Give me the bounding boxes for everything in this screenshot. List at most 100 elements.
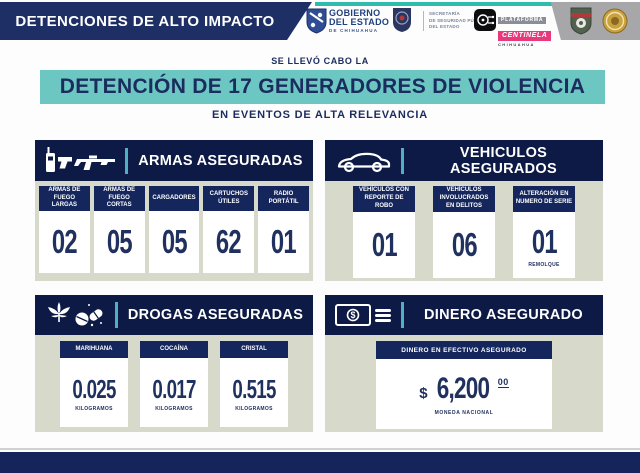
dinero-stat-card: $6,200 00 MONEDA NACIONAL [376, 359, 552, 429]
stat-card: 62 [203, 211, 255, 273]
stat-value: 06 [451, 226, 478, 263]
stat-value: 01 [371, 226, 398, 263]
stat-label: CARTUCHOS ÚTILES [203, 186, 255, 211]
hero-subtitle: EN EVENTOS DE ALTA RELEVANCIA [212, 109, 428, 121]
stat-sublabel: KILOGRAMOS [235, 405, 273, 412]
stat-value: 05 [161, 223, 187, 260]
stat-marihuana: MARIHUANA 0.025 KILOGRAMOS [60, 341, 128, 427]
amount-cents: 00 [497, 377, 509, 388]
stat-label: CARGADORES [148, 186, 200, 211]
stat-sublabel: KILOGRAMOS [75, 405, 113, 412]
stat-armas-largas: ARMAS DE FUEGO LARGAS 02 [39, 186, 90, 273]
stat-label: ALTERACIÓN EN NUMERO DE SERIE [513, 186, 575, 212]
stat-label: MARIHUANA [60, 341, 128, 358]
portable-radio-icon [46, 146, 55, 172]
header-divider [401, 302, 404, 328]
stat-card: 0.515 KILOGRAMOS [220, 358, 288, 427]
secretaria-line2: DE SEGURIDAD PÚBLICA [429, 17, 489, 23]
dinero-stat-label: DINERO EN EFECTIVO ASEGURADO [376, 341, 552, 359]
stat-card: 01 REMOLQUE [513, 212, 575, 278]
drogas-panel: DROGAS ASEGURADAS MARIHUANA 0.025 KILOGR… [35, 295, 313, 432]
stat-card: 01 [353, 212, 415, 278]
gobierno-logo-text: GOBIERNO DEL ESTADO DE CHIHUAHUA [329, 9, 389, 34]
dinero-stat: DINERO EN EFECTIVO ASEGURADO $6,200 00 MO… [376, 341, 552, 429]
car-icon [337, 152, 391, 172]
dinero-panel-title: DINERO ASEGURADO [424, 307, 583, 323]
dinero-panel: $ DINERO ASEGURADO DINERO EN EFECTIVO AS… [325, 295, 603, 432]
stat-armas-cortas: ARMAS DE FUEGO CORTAS 05 [93, 186, 145, 273]
stat-value: 01 [271, 223, 297, 260]
stat-card: 06 [433, 212, 495, 278]
stat-label: VEHÍCULOS CON REPORTE DE ROBO [353, 186, 415, 212]
secretaria-line1: SECRETARÍA [429, 11, 460, 16]
stat-card: 05 [148, 211, 200, 273]
weapons-icons [46, 146, 115, 172]
money-bill-icon: $ [335, 304, 371, 326]
stat-sublabel: KILOGRAMOS [155, 405, 193, 412]
header-divider [401, 147, 404, 174]
stat-value: 0.515 [232, 373, 276, 404]
gobierno-shield-logo [306, 8, 327, 34]
dinero-panel-header: $ DINERO ASEGURADO [325, 295, 603, 335]
stat-value: 62 [216, 223, 242, 260]
drogas-stats: MARIHUANA 0.025 KILOGRAMOS COCAÍNA 0.017… [35, 335, 313, 427]
vehiculos-panel-title: VEHICULOS ASEGURADOS [450, 144, 557, 177]
armas-panel: ARMAS ASEGURADAS ARMAS DE FUEGO LARGAS 0… [35, 140, 313, 281]
stat-value: 05 [106, 223, 133, 260]
teal-accent-line [315, 2, 552, 6]
drogas-panel-header: DROGAS ASEGURADAS [35, 295, 313, 335]
footer-bar [0, 452, 640, 473]
stat-label: ARMAS DE FUEGO LARGAS [39, 186, 90, 211]
badge-corner [550, 2, 640, 40]
gold-badge [602, 8, 627, 34]
svg-text:$: $ [350, 310, 355, 320]
armas-stats: ARMAS DE FUEGO LARGAS 02 ARMAS DE FUEGO … [35, 181, 313, 273]
vehiculos-stats: VEHÍCULOS CON REPORTE DE ROBO 01 VEHÍCUL… [325, 181, 603, 278]
vehiculos-panel-header: VEHICULOS ASEGURADOS [325, 140, 603, 181]
gobierno-line3: DE CHIHUAHUA [329, 28, 379, 33]
amount-value: 6,200 [436, 372, 489, 405]
armas-panel-title: ARMAS ASEGURADAS [138, 152, 303, 169]
stat-value: 0.025 [72, 373, 116, 404]
police-badge [570, 7, 591, 35]
stat-label: CRISTAL [220, 341, 288, 358]
cash-stack-icon [375, 309, 391, 322]
stat-label: RADIO PORTÁTIL [258, 186, 309, 211]
dinero-sublabel: MONEDA NACIONAL [434, 410, 494, 416]
hero-title-bar: DETENCIÓN DE 17 GENERADORES DE VIOLENCIA [40, 70, 605, 104]
stat-sublabel: REMOLQUE [528, 261, 560, 268]
state-seal-logo [393, 8, 411, 32]
stat-value: 02 [51, 223, 78, 260]
drogas-panel-title: DROGAS ASEGURADAS [127, 307, 304, 323]
secretaria-line3: DEL ESTADO [429, 24, 460, 30]
stat-label: ARMAS DE FUEGO CORTAS [93, 186, 145, 211]
footer-divider-line [0, 448, 640, 450]
armas-panel-header: ARMAS ASEGURADAS [35, 140, 313, 181]
stat-card: 02 [39, 211, 90, 273]
stat-involucrados-delitos: VEHÍCULOS INVOLUCRADOS EN DELITOS 06 [433, 186, 495, 278]
currency-sign: $ [419, 385, 428, 402]
stat-cocaina: COCAÍNA 0.017 KILOGRAMOS [140, 341, 208, 427]
vehiculos-panel: VEHICULOS ASEGURADOS VEHÍCULOS CON REPOR… [325, 140, 603, 281]
cannabis-leaf-icon [48, 302, 70, 322]
centinela-line1: PLATAFORMA [498, 17, 547, 24]
centinela-logo [474, 9, 496, 31]
pistol-icon [58, 156, 72, 168]
header-divider [115, 302, 118, 328]
stat-radio: RADIO PORTÁTIL 01 [258, 186, 309, 273]
centinela-logo-text: PLATAFORMA CENTINELA CHIHUAHUA [498, 9, 552, 47]
hero-title: DETENCIÓN DE 17 GENERADORES DE VIOLENCIA [59, 75, 586, 98]
header-divider [125, 147, 128, 174]
top-banner: DETENCIONES DE ALTO IMPACTO [0, 2, 312, 40]
rifle-icon [74, 155, 115, 170]
stat-label: VEHÍCULOS INVOLUCRADOS EN DELITOS [433, 186, 495, 212]
stat-alteracion-serie: ALTERACIÓN EN NUMERO DE SERIE 01 REMOLQU… [513, 186, 575, 278]
dinero-amount: $6,200 00 [419, 372, 509, 406]
pills-icon [75, 304, 103, 327]
hero-kicker: SE LLEVÓ CABO LA [271, 56, 369, 66]
centinela-line3: CHIHUAHUA [498, 42, 535, 47]
stat-value: 01 [531, 222, 558, 260]
stat-cargadores: CARGADORES 05 [148, 186, 200, 273]
secretaria-logo-text: SECRETARÍA DE SEGURIDAD PÚBLICA DEL ESTA… [423, 11, 489, 31]
